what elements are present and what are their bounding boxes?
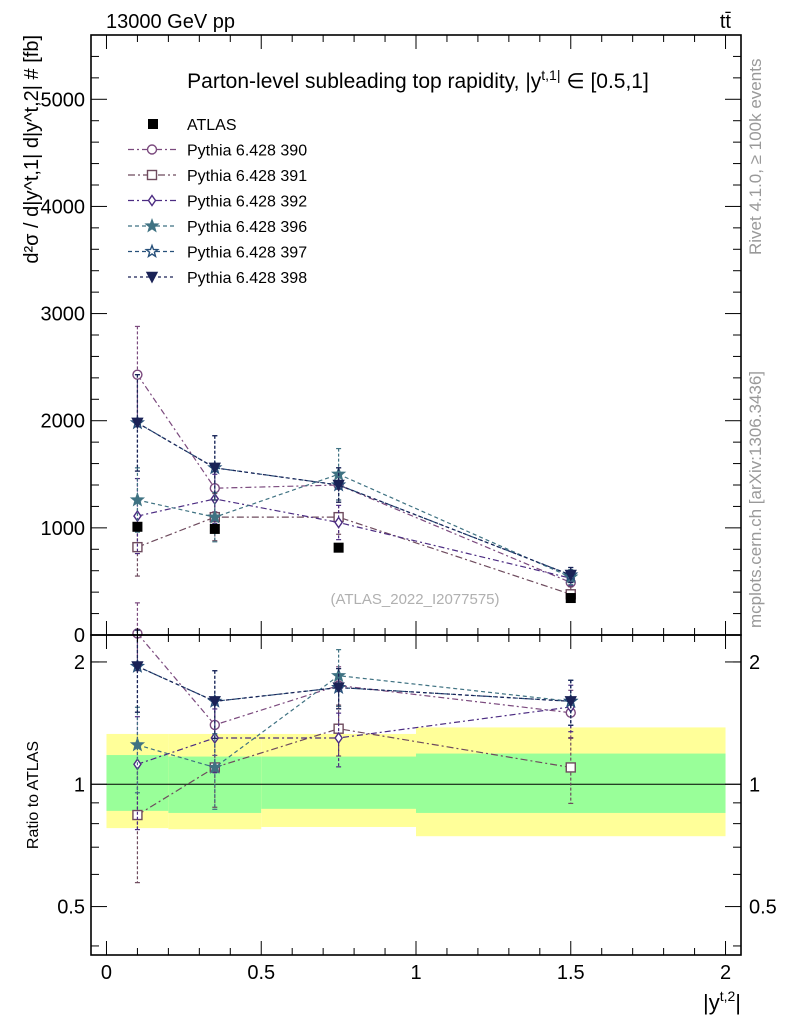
data-point xyxy=(129,492,146,507)
legend-entry-atlas: ATLAS xyxy=(148,117,237,134)
legend-marker xyxy=(147,194,157,207)
series-ratio-line xyxy=(136,633,571,726)
legend-label: Pythia 6.428 391 xyxy=(187,168,307,185)
legend: ATLAS Pythia 6.428 390 Pythia 6.428 391 Pyt… xyxy=(128,117,307,287)
axis-ticks xyxy=(91,34,741,955)
atlas-data-point xyxy=(132,521,143,532)
legend-entry-3: Pythia 6.428 396 xyxy=(128,218,307,236)
series-line xyxy=(137,498,571,579)
ratio-y-tick-label-left: 0.5 xyxy=(57,897,85,919)
ratio-point xyxy=(564,696,577,708)
data-point xyxy=(132,541,143,553)
legend-entry-0: Pythia 6.428 390 xyxy=(128,143,307,160)
ratio-point xyxy=(129,736,146,752)
ratio-uncertainty-bands xyxy=(91,727,741,837)
legend-label: Pythia 6.428 398 xyxy=(187,270,307,287)
ratio-y-tick-label-right: 2 xyxy=(749,652,760,674)
series-4-ratio xyxy=(129,629,579,739)
legend-label: Pythia 6.428 397 xyxy=(187,245,307,262)
data-point xyxy=(131,417,144,430)
series-ratio-line xyxy=(137,665,571,702)
series-ratio-line xyxy=(137,728,571,816)
header-right: tt̄ xyxy=(720,11,732,33)
axis-labels: 0 0.5 1 1.5 2 0 1000 2000 3000 4000 5000 0.5 0.5 1 1 2 2… xyxy=(21,35,777,1015)
series-3-main xyxy=(129,447,579,586)
series-5-ratio xyxy=(131,629,577,739)
legend-entry-1: Pythia 6.428 391 xyxy=(128,168,307,185)
legend-marker xyxy=(145,271,159,284)
x-tick-label: 0 xyxy=(101,962,112,984)
data-point xyxy=(564,569,577,582)
ratio-point xyxy=(332,682,345,695)
legend-label: Pythia 6.428 392 xyxy=(187,194,307,211)
series-ratio-line xyxy=(137,706,571,765)
side-label-mcplots: mcplots.cern.ch [arXiv:1306.3436] xyxy=(746,370,765,628)
series-1-main xyxy=(132,492,576,603)
atlas-data-point xyxy=(209,523,220,534)
ratio-y-tick-label-left: 2 xyxy=(74,652,85,674)
data-point xyxy=(332,479,345,492)
series-5-main xyxy=(131,374,577,584)
y-tick-label: 5000 xyxy=(41,89,86,111)
x-tick-label: 1.5 xyxy=(557,962,585,984)
legend-atlas-marker xyxy=(148,119,158,129)
mc-series xyxy=(129,325,579,884)
legend-atlas-label: ATLAS xyxy=(187,117,237,134)
legend-marker xyxy=(146,144,158,155)
ratio-point xyxy=(207,759,223,774)
y-tick-label: 0 xyxy=(74,625,85,647)
x-tick-label: 1 xyxy=(410,962,421,984)
series-line xyxy=(136,374,571,584)
ratio-point xyxy=(131,661,144,673)
y-tick-label: 4000 xyxy=(41,196,86,218)
y-axis-label: d²σ / d|y^t,1| d|y^t,2| # [fb] xyxy=(21,35,43,264)
header-left: 13000 GeV pp xyxy=(106,11,235,33)
side-label-rivet: Rivet 4.1.0, ≥ 100k events xyxy=(746,58,765,255)
legend-entry-4: Pythia 6.428 397 xyxy=(128,243,307,262)
series-ratio-line xyxy=(137,675,571,769)
legend-marker xyxy=(146,169,158,181)
atlas-data-point xyxy=(333,542,344,553)
series-line xyxy=(137,473,572,578)
ratio-y-axis-label: Ratio to ATLAS xyxy=(25,741,42,849)
ratio-point xyxy=(565,762,576,773)
series-line xyxy=(137,422,571,576)
series-ratio-line xyxy=(137,665,571,702)
watermark: (ATLAS_2022_I2077575) xyxy=(330,591,499,608)
legend-label: Pythia 6.428 396 xyxy=(187,219,307,236)
data-point xyxy=(207,509,223,524)
data-point xyxy=(334,516,343,529)
y-tick-label: 1000 xyxy=(41,518,86,540)
legend-label: Pythia 6.428 390 xyxy=(187,143,307,160)
legend-marker xyxy=(144,243,160,258)
x-tick-label: 2 xyxy=(720,962,731,984)
atlas-data-point xyxy=(565,593,576,604)
ratio-y-tick-label-right: 1 xyxy=(749,774,760,796)
data-point xyxy=(133,509,142,523)
series-line xyxy=(137,516,571,595)
y-tick-label: 2000 xyxy=(41,411,86,433)
legend-marker xyxy=(144,218,160,233)
ratio-point xyxy=(208,696,221,708)
atlas-data xyxy=(132,521,576,604)
chart-title: Parton-level subleading top rapidity, |y… xyxy=(187,67,649,93)
legend-entry-2: Pythia 6.428 392 xyxy=(128,194,307,211)
legend-entry-5: Pythia 6.428 398 xyxy=(128,270,307,287)
ratio-point xyxy=(334,731,343,745)
x-axis-label: |yt,2| xyxy=(703,988,741,1015)
series-line xyxy=(137,422,571,576)
ratio-y-tick-label-right: 0.5 xyxy=(749,897,777,919)
x-tick-label: 0.5 xyxy=(247,962,275,984)
data-point xyxy=(208,462,221,475)
y-tick-label: 3000 xyxy=(41,304,86,326)
ratio-y-tick-label-left: 1 xyxy=(74,774,85,796)
